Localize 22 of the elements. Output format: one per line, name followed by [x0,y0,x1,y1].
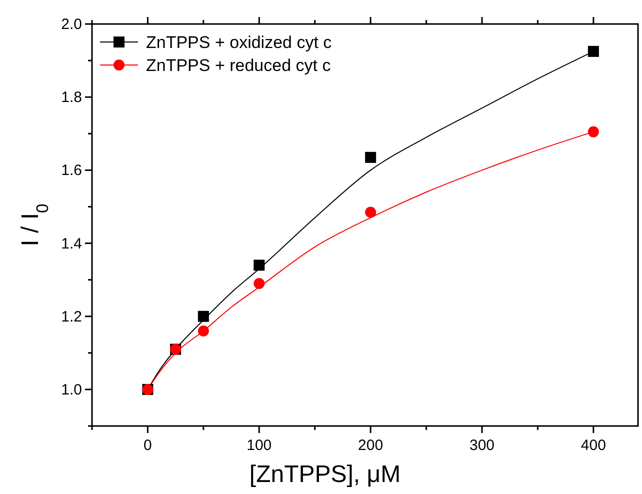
x-axis-title: [ZnTPPS], μM [249,461,401,488]
x-tick-label: 300 [469,437,495,454]
point [198,310,209,322]
y-tick-label: 1.6 [61,162,82,180]
point [365,152,376,163]
x-tick-label: 0 [144,437,152,454]
text: 2.0 [61,16,82,33]
y-tick-label: 1.4 [61,235,82,252]
point [365,206,376,218]
y-tick-label: 1.8 [61,89,82,106]
point [588,46,599,57]
legend-label: ZnTPPS + oxidized cyt c [146,33,332,52]
point [198,325,209,336]
point [254,278,265,289]
x-tick-label: 400 [580,437,606,454]
x-tick-label: 200 [358,437,384,454]
text: 1.0 [61,381,82,398]
legend-label: ZnTPPS + reduced cyt c [146,56,332,75]
y-tick-label: 1.2 [61,308,82,326]
point [588,126,599,138]
x-tick-label: 100 [246,437,272,454]
point [254,260,265,271]
